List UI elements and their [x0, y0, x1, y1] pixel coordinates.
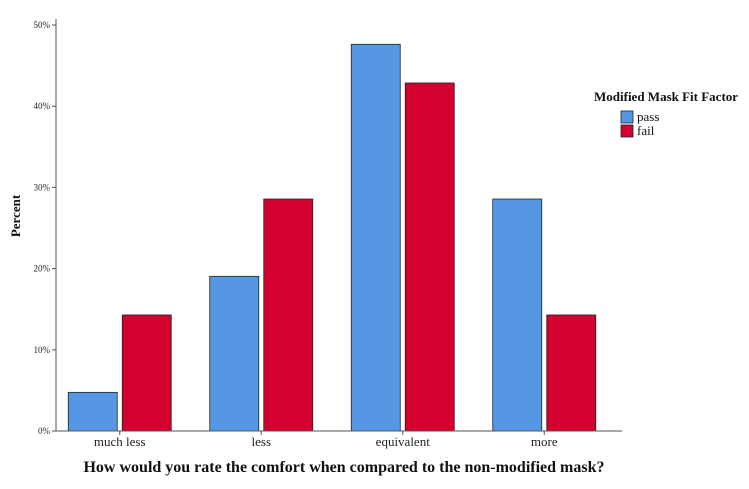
x-axis-tick-labels: much less less equivalent more	[94, 431, 558, 449]
x-tick-label: more	[531, 434, 558, 449]
bar-pass-equivalent	[350, 43, 401, 432]
bar-fail-more	[546, 314, 597, 432]
y-axis-ticks: 0% 10% 20% 30% 40% 50%	[34, 20, 56, 436]
legend-title: Modified Mask Fit Factor	[594, 89, 738, 104]
bars	[67, 43, 597, 432]
y-tick-label: 0%	[38, 426, 51, 436]
legend-label-pass: pass	[637, 109, 659, 124]
legend-swatch-pass	[620, 110, 634, 124]
bar-fail-equivalent	[404, 82, 455, 432]
x-tick-label: equivalent	[376, 434, 431, 449]
bar-fail-less	[263, 198, 314, 432]
legend-label-fail: fail	[637, 123, 655, 138]
y-tick-label: 10%	[34, 345, 51, 355]
x-tick-label: less	[252, 434, 272, 449]
y-tick-label: 40%	[34, 101, 51, 111]
y-tick-label: 30%	[34, 182, 51, 192]
bar-fail-much-less	[121, 314, 172, 432]
x-tick-label: much less	[94, 434, 146, 449]
legend-swatch-fail	[620, 124, 634, 138]
x-axis-title: How would you rate the comfort when comp…	[83, 459, 604, 476]
bar-pass-more	[492, 198, 543, 432]
bar-pass-less	[209, 275, 260, 432]
bar-pass-much-less	[67, 391, 118, 432]
y-tick-label: 20%	[34, 264, 51, 274]
y-tick-label: 50%	[34, 20, 51, 30]
y-axis-title: Percent	[8, 194, 23, 237]
